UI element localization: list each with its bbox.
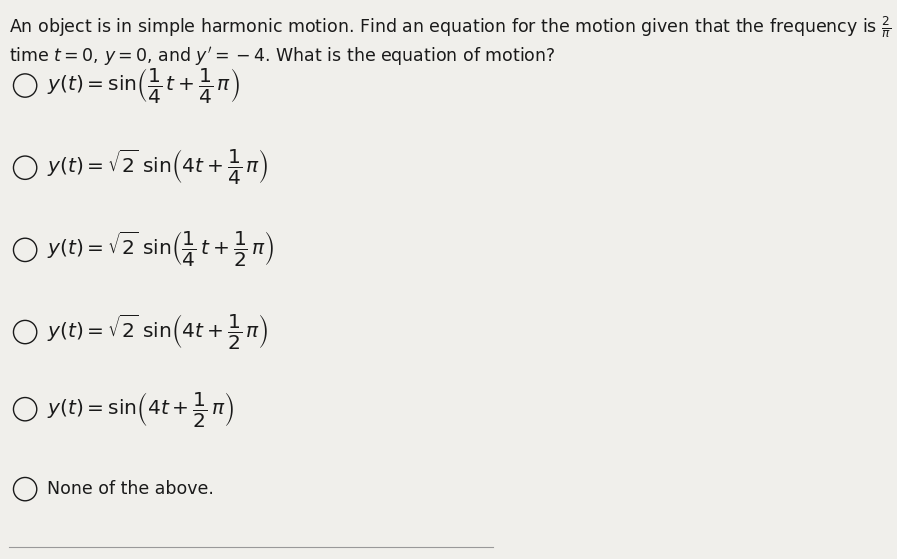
Text: $y(t) = \sqrt{2}\;\sin\!\left(4t + \dfrac{1}{2}\,\pi\right)$: $y(t) = \sqrt{2}\;\sin\!\left(4t + \dfra… [47, 312, 268, 352]
Text: None of the above.: None of the above. [47, 480, 213, 498]
Text: $y(t) = \sin\!\left(\dfrac{1}{4}\,t + \dfrac{1}{4}\,\pi\right)$: $y(t) = \sin\!\left(\dfrac{1}{4}\,t + \d… [47, 66, 239, 105]
Text: $y(t) = \sqrt{2}\;\sin\!\left(4t + \dfrac{1}{4}\,\pi\right)$: $y(t) = \sqrt{2}\;\sin\!\left(4t + \dfra… [47, 148, 268, 187]
Text: time $t = 0$, $y = 0$, and $y^{\prime} = -4$. What is the equation of motion?: time $t = 0$, $y = 0$, and $y^{\prime} =… [9, 45, 555, 68]
Text: An object is in simple harmonic motion. Find an equation for the motion given th: An object is in simple harmonic motion. … [9, 14, 897, 40]
Text: $y(t) = \sin\!\left(4t + \dfrac{1}{2}\,\pi\right)$: $y(t) = \sin\!\left(4t + \dfrac{1}{2}\,\… [47, 390, 234, 429]
Text: $y(t) = \sqrt{2}\;\sin\!\left(\dfrac{1}{4}\,t + \dfrac{1}{2}\,\pi\right)$: $y(t) = \sqrt{2}\;\sin\!\left(\dfrac{1}{… [47, 230, 274, 269]
